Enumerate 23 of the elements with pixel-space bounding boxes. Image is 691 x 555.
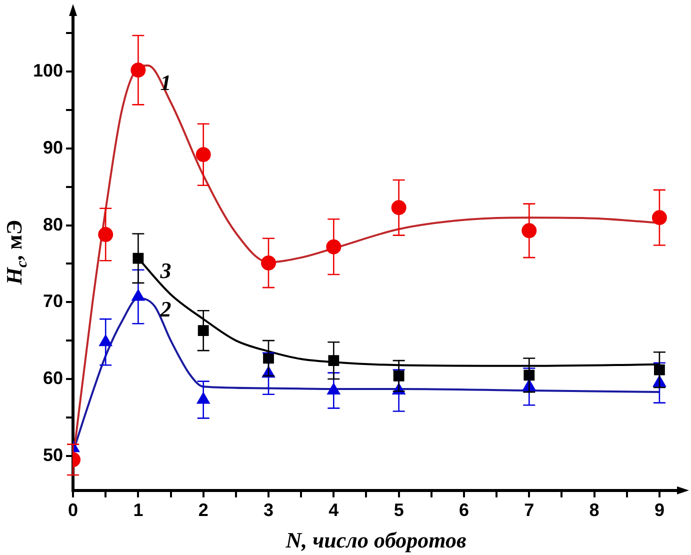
y-tick-label: 70 <box>43 291 64 312</box>
x-tick-label: 4 <box>328 500 339 520</box>
x-tick-label: 8 <box>589 500 600 520</box>
y-tick-label: 60 <box>43 368 64 388</box>
point <box>261 255 276 270</box>
x-tick-label: 3 <box>264 500 274 520</box>
x-tick-label: 5 <box>394 500 404 520</box>
y-tick-label: 80 <box>43 214 64 234</box>
y-tick-label: 90 <box>43 137 64 158</box>
series-label: 3 <box>159 258 172 284</box>
x-tick-label: 1 <box>133 500 144 520</box>
x-axis-title: N, число оборотов <box>284 528 466 553</box>
point <box>652 210 667 226</box>
y-tick-label: 50 <box>43 444 64 465</box>
y-axis-title: Hc, мЭ <box>2 220 31 286</box>
series-label: 2 <box>159 296 172 322</box>
x-tick-label: 7 <box>524 500 534 520</box>
x-tick-label: 0 <box>68 500 78 520</box>
x-tick-label: 2 <box>198 500 208 520</box>
y-tick-label: 100 <box>32 60 64 81</box>
series-label: 1 <box>160 70 172 95</box>
x-tick-label: 6 <box>458 500 469 520</box>
x-tick-label: 9 <box>654 500 664 520</box>
